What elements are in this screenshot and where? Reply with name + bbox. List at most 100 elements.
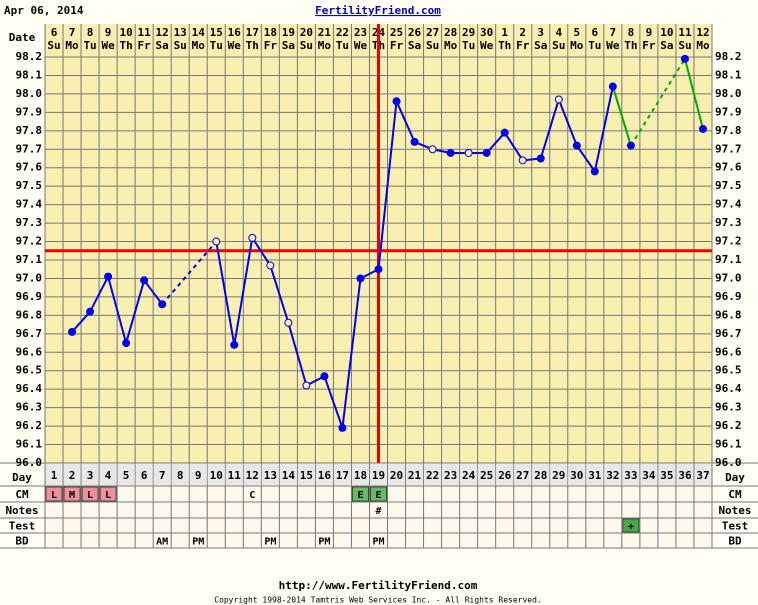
temp-segment [233,237,254,346]
temp-point [482,148,491,157]
weekday: Tu [462,39,475,52]
weekday: Th [246,39,259,52]
temp-segment [611,86,632,146]
date-number: 11 [678,26,692,39]
day-number: 10 [210,469,223,482]
day-number: 35 [660,469,673,482]
temp-point [356,274,365,283]
day-cell [622,464,640,485]
temp-point [428,145,437,154]
cell-text: PM [372,537,384,548]
y-tick-label: 97.2 [16,235,43,248]
weekday: We [606,39,620,52]
y-tick-label: 97.9 [715,105,742,118]
temp-point [590,167,599,176]
cell-text: PM [192,537,204,548]
day-cell [478,464,496,485]
day-number: 8 [177,469,184,482]
day-number: 27 [516,469,529,482]
temp-segment [377,101,398,270]
y-tick-label: 96.3 [715,401,742,414]
weekday: Fr [390,39,404,52]
date-number: 11 [138,26,152,39]
y-tick-label: 98.1 [715,68,742,81]
y-tick-label: 97.0 [16,271,43,284]
temp-segment [107,276,128,344]
day-number: 29 [552,469,565,482]
cell-highlight [45,486,63,502]
temp-point [212,237,221,246]
copyright: Copyright 1998-2014 Tamtris Web Services… [214,596,542,605]
day-number: 1 [51,469,58,482]
temp-point [518,156,527,165]
temp-point [320,372,329,381]
date-label: Date [9,31,36,44]
date-number: 10 [119,26,132,39]
day-number: 19 [372,469,385,482]
date-number: 18 [264,26,277,39]
y-tick-label: 97.5 [715,179,742,192]
day-number: 2 [69,469,76,482]
cell-text: M [69,490,75,501]
y-tick-label: 97.0 [715,271,742,284]
day-cell [243,464,261,485]
weekday: Fr [264,39,278,52]
y-tick-label: 96.2 [16,419,43,432]
temp-segment [593,86,614,172]
day-number: 15 [300,469,313,482]
temp-point [374,265,383,274]
date-number: 19 [282,26,295,39]
temp-segment [161,240,218,305]
y-tick-label: 98.2 [16,50,43,63]
cell-text: E [357,490,363,501]
day-cell [153,464,171,485]
day-cell [658,464,676,485]
y-tick-label: 97.1 [16,253,43,266]
y-tick-label: 97.7 [16,142,43,155]
date-number: 20 [300,26,313,39]
day-number: 18 [354,469,367,482]
day-number: 13 [264,469,277,482]
y-tick-label: 97.7 [715,142,742,155]
date-number: 8 [628,26,635,39]
day-cell [406,464,424,485]
y-tick-label: 97.6 [715,161,742,174]
date-number: 7 [69,26,76,39]
y-tick-label: 96.7 [715,327,742,340]
y-tick-label: 97.8 [715,124,742,137]
date-number: 15 [210,26,223,39]
weekday: We [480,39,494,52]
day-number: 4 [105,469,112,482]
day-cell [315,464,333,485]
day-cell [81,464,99,485]
y-tick-label: 96.0 [16,456,43,469]
y-tick-label: 97.1 [715,253,742,266]
date-number: 16 [228,26,242,39]
y-tick-label: 97.4 [715,198,742,211]
day-cell [442,464,460,485]
weekday: Su [47,39,60,52]
day-cell [99,464,117,485]
site-link[interactable]: FertilityFriend.com [315,4,441,17]
cell-highlight [81,486,99,502]
date-number: 28 [444,26,457,39]
day-cell [369,464,388,485]
temp-segment [503,132,524,161]
y-tick-label: 98.1 [16,68,43,81]
day-number: 14 [282,469,296,482]
y-tick-label: 96.5 [16,364,43,377]
temp-point [140,276,149,285]
day-number: 23 [444,469,457,482]
weekday: Sa [282,39,295,52]
day-number: 25 [480,469,493,482]
temp-point [464,148,473,157]
day-number: 34 [642,469,656,482]
day-cell [207,464,225,485]
temp-point [572,141,581,150]
row-label: BD [15,535,29,548]
date-number: 14 [192,26,206,39]
date-number: 13 [174,26,187,39]
footer-url[interactable]: http://www.FertilityFriend.com [279,579,478,592]
temp-segment [215,241,236,346]
